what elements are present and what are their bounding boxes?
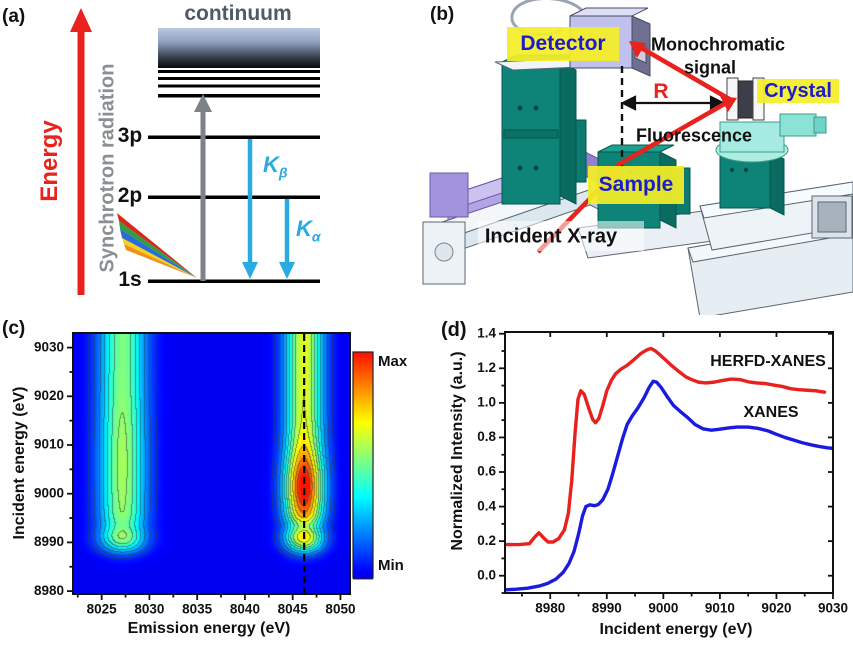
d-x-axis-title: Incident energy (eV) bbox=[599, 621, 753, 638]
detector-tower bbox=[501, 54, 587, 205]
excitation-arrow bbox=[194, 94, 212, 281]
level-1s-label: 1s bbox=[118, 268, 142, 291]
kbeta-sub: β bbox=[278, 164, 288, 181]
sample-label: Sample bbox=[598, 173, 674, 196]
kalpha-label: Kα bbox=[296, 216, 321, 244]
spectrometer-schematic bbox=[422, 0, 853, 315]
radius-label: R bbox=[653, 80, 669, 103]
energy-axis-label: Energy bbox=[36, 120, 63, 202]
panel-c-label: (c) bbox=[2, 318, 26, 339]
xanes-spectra-chart bbox=[420, 315, 853, 645]
detector-label: Detector bbox=[520, 32, 606, 55]
crystal-label: Crystal bbox=[764, 79, 832, 102]
continuum-label: continuum bbox=[184, 2, 292, 25]
c-x-axis-title: Emission energy (eV) bbox=[127, 620, 291, 637]
fluorescence-label: Fluorescence bbox=[635, 125, 753, 146]
radius-arrow bbox=[620, 95, 726, 111]
kbeta-arrow bbox=[242, 139, 258, 279]
kalpha-base: K bbox=[296, 216, 312, 241]
kalpha-sub: α bbox=[311, 228, 321, 245]
kbeta-label: Kβ bbox=[263, 152, 288, 180]
sample-chip: Sample bbox=[588, 166, 684, 204]
panel-a-label: (a) bbox=[2, 6, 26, 27]
kbeta-base: K bbox=[263, 152, 279, 177]
energy-arrow bbox=[70, 8, 92, 295]
panel-b-label: (b) bbox=[430, 4, 455, 25]
colorbar-min-label: Min bbox=[378, 557, 404, 574]
herfd-xanes-series-label: HERFD-XANES bbox=[710, 353, 826, 370]
level-lines bbox=[148, 135, 320, 283]
level-2p-label: 2p bbox=[117, 184, 143, 207]
continuum-band bbox=[158, 28, 320, 98]
energy-level-diagram bbox=[70, 8, 320, 295]
crystal-stage-assembly bbox=[687, 77, 853, 315]
monochromatic-label-line2: signal bbox=[683, 57, 737, 78]
synchrotron-radiation-label: Synchrotron radiation bbox=[96, 63, 119, 273]
detector-chip: Detector bbox=[507, 27, 619, 61]
d-y-axis-title: Normalized Intensity (a.u.) bbox=[449, 351, 466, 551]
incident-xray-band bbox=[478, 221, 644, 251]
c-y-axis-title: Incident energy (eV) bbox=[11, 386, 28, 540]
rxes-contour-map bbox=[0, 315, 420, 645]
xanes-series-label: XANES bbox=[743, 404, 799, 421]
level-3p-label: 3p bbox=[117, 124, 143, 147]
panel-d-label: (d) bbox=[441, 319, 467, 341]
crystal-chip: Crystal bbox=[757, 79, 839, 103]
colorbar-max-label: Max bbox=[378, 353, 408, 370]
rainbow-beam-icon bbox=[117, 213, 197, 278]
monochromatic-label-line1: Monochromatic bbox=[650, 34, 786, 55]
kalpha-arrow bbox=[279, 199, 295, 279]
incident-xray-label: Incident X-ray bbox=[484, 225, 618, 248]
